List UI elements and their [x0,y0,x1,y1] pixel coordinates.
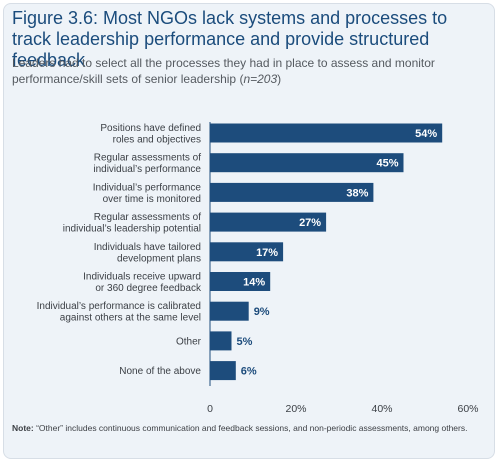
x-tick-label: 60% [457,403,478,415]
footnote: Note: “Other” includes continuous commun… [12,423,482,434]
x-tick-label: 0 [207,403,213,415]
bar-value-label: 9% [254,306,270,318]
bar-value-label: 45% [376,158,398,170]
bar [210,123,443,143]
note-text: “Other” includes continuous communicatio… [33,423,468,433]
category-label: Regular assessments of individual’s leade… [63,212,201,235]
category-label: Individuals receive upward or 360 degree … [83,272,202,295]
bar [210,182,374,202]
category-label: Individual’s performance over time is mon… [93,182,202,205]
bar-value-label: 6% [241,366,257,378]
bar [210,301,249,321]
bars-layer: 54% Positions have defined roles and objec… [37,123,443,381]
bar [210,272,271,291]
bar [210,242,284,262]
category-label: None of the above [119,366,201,377]
x-tick-label: 20% [285,403,306,415]
bar-value-label: 38% [346,187,368,199]
x-axis: 0 20% 40% 60% [207,403,478,415]
bar-value-label: 27% [299,217,321,229]
category-label: Regular assessments of individual’s perfo… [93,153,201,176]
bar-value-label: 17% [256,247,278,259]
bar [210,361,236,381]
bar-value-label: 14% [243,277,265,289]
bar [210,153,404,173]
bar [210,212,327,232]
x-tick-label: 40% [371,403,392,415]
bar-value-label: 54% [415,128,437,140]
note-label: Note: [12,423,34,433]
subtitle-close: ) [277,72,282,86]
figure-title: Figure 3.6: Most NGOs lack systems and p… [12,8,448,70]
category-label: Other [176,336,202,347]
sample-size: n=203 [243,72,278,86]
bar [210,331,232,351]
category-label: Positions have defined roles and objectiv… [100,123,201,146]
category-label: Individual’s performance is calibrated ag… [37,301,201,324]
subtitle-text: Leaders had to select all the processes … [12,56,435,86]
figure-subtitle: Leaders had to select all the processes … [12,55,482,87]
bar-value-label: 5% [237,336,253,348]
category-label: Individuals have tailored development pla… [94,242,201,264]
